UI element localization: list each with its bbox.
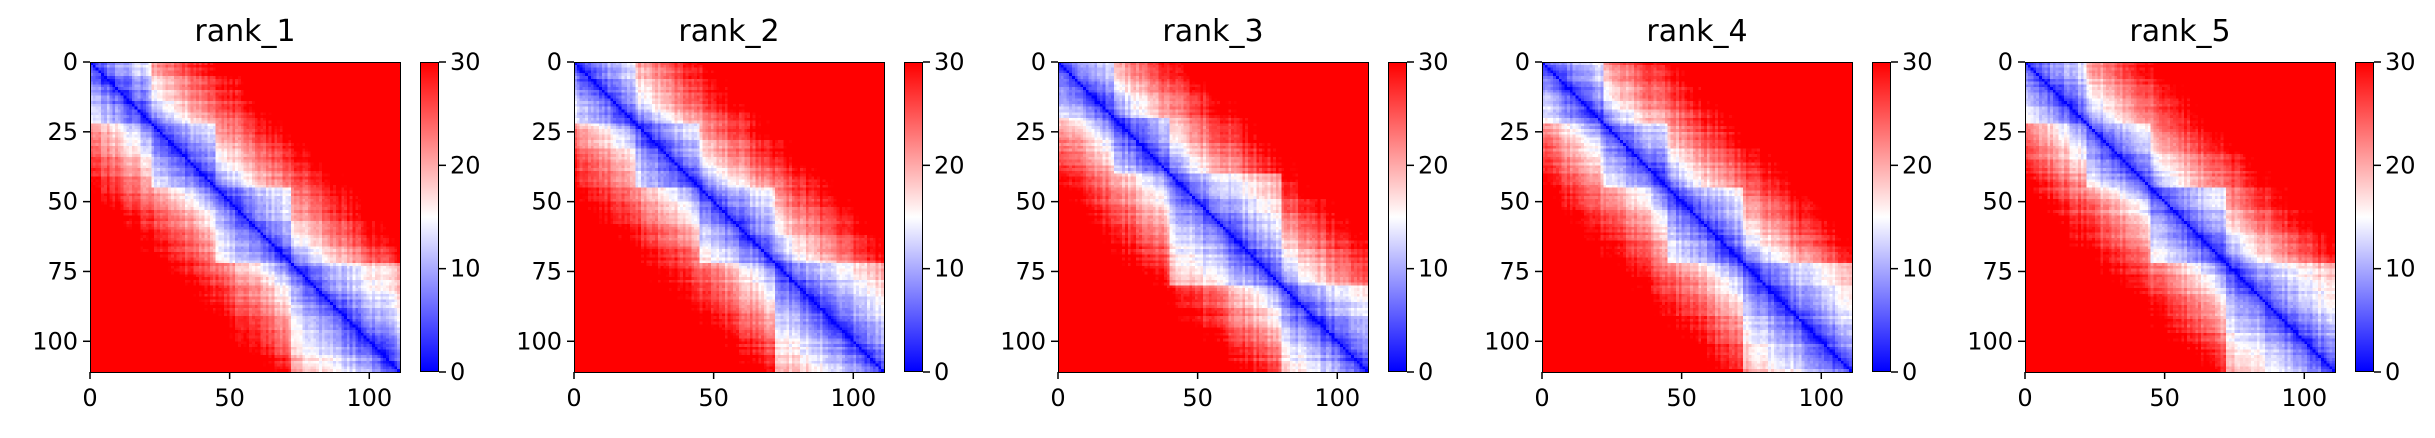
y-tick-label: 25 xyxy=(47,118,78,146)
axes-ticks: 0 50 100 0 25 50 75 100 0 10 20 30 xyxy=(516,48,965,412)
y-tick-label: 100 xyxy=(516,327,562,355)
colorbar xyxy=(1388,62,1407,372)
colorbar-tick-label: 30 xyxy=(450,48,481,76)
colorbar xyxy=(904,62,923,372)
colorbar xyxy=(420,62,439,372)
y-tick-label: 75 xyxy=(1499,257,1530,285)
panel-title: rank_3 xyxy=(1162,14,1264,49)
panel-rank-3: rank_3 0 50 100 0 25 50 75 100 0 10 20 30 xyxy=(968,0,1455,438)
colorbar-tick-label: 10 xyxy=(1418,255,1449,283)
panel-rank-4: rank_4 0 50 100 0 25 50 75 100 0 10 20 30 xyxy=(1452,0,1939,438)
y-tick-label: 25 xyxy=(1015,118,1046,146)
panel-title: rank_1 xyxy=(194,14,296,49)
x-tick-label: 0 xyxy=(566,384,581,412)
colorbar-tick-label: 30 xyxy=(2385,48,2416,76)
colorbar xyxy=(1872,62,1891,372)
x-tick-label: 100 xyxy=(1798,384,1844,412)
heatmap xyxy=(90,62,400,372)
colorbar-tick-label: 20 xyxy=(1902,151,1933,179)
x-tick-label: 100 xyxy=(2281,384,2327,412)
colorbar-tick-label: 0 xyxy=(1418,358,1433,386)
heatmap xyxy=(1058,62,1368,372)
y-tick-label: 0 xyxy=(1998,48,2013,76)
colorbar-tick-label: 0 xyxy=(1902,358,1917,386)
y-tick-label: 0 xyxy=(547,48,562,76)
y-tick-label: 50 xyxy=(1982,188,2013,216)
axes-ticks: 0 50 100 0 25 50 75 100 0 10 20 30 xyxy=(1000,48,1449,412)
y-tick-label: 50 xyxy=(1015,188,1046,216)
colorbar xyxy=(2355,62,2374,372)
panel-rank-5: rank_5 0 50 100 0 25 50 75 100 0 10 20 30 xyxy=(1935,0,2422,438)
x-tick-label: 0 xyxy=(82,384,97,412)
x-tick-label: 50 xyxy=(2149,384,2180,412)
y-tick-label: 50 xyxy=(47,188,78,216)
x-tick-label: 50 xyxy=(698,384,729,412)
colorbar-tick-label: 20 xyxy=(2385,151,2416,179)
panel-title: rank_2 xyxy=(678,14,780,49)
x-tick-label: 50 xyxy=(1182,384,1213,412)
colorbar-tick-label: 20 xyxy=(450,151,481,179)
x-tick-label: 0 xyxy=(2017,384,2032,412)
heatmap xyxy=(2025,62,2335,372)
x-tick-label: 0 xyxy=(1534,384,1549,412)
panel-title: rank_5 xyxy=(2129,14,2231,49)
y-tick-label: 100 xyxy=(1000,327,1046,355)
y-tick-label: 100 xyxy=(1484,327,1530,355)
x-tick-label: 50 xyxy=(214,384,245,412)
y-tick-label: 50 xyxy=(531,188,562,216)
panel-rank-2: rank_2 0 50 100 0 25 50 75 100 0 10 20 30 xyxy=(484,0,971,438)
y-tick-label: 75 xyxy=(1982,257,2013,285)
y-tick-label: 75 xyxy=(531,257,562,285)
panel-title: rank_4 xyxy=(1646,14,1748,49)
y-tick-label: 100 xyxy=(32,327,78,355)
axes-ticks: 0 50 100 0 25 50 75 100 0 10 20 30 xyxy=(1967,48,2416,412)
y-tick-label: 100 xyxy=(1967,327,2013,355)
y-tick-label: 50 xyxy=(1499,188,1530,216)
y-tick-label: 25 xyxy=(1982,118,2013,146)
x-tick-label: 0 xyxy=(1050,384,1065,412)
colorbar-tick-label: 10 xyxy=(934,255,965,283)
heatmap xyxy=(574,62,884,372)
y-tick-label: 75 xyxy=(1015,257,1046,285)
x-tick-label: 100 xyxy=(346,384,392,412)
colorbar-tick-label: 20 xyxy=(934,151,965,179)
axes-ticks: 0 50 100 0 25 50 75 100 0 10 20 30 xyxy=(32,48,481,412)
y-tick-label: 25 xyxy=(531,118,562,146)
axes-ticks: 0 50 100 0 25 50 75 100 0 10 20 30 xyxy=(1484,48,1933,412)
y-tick-label: 25 xyxy=(1499,118,1530,146)
heatmap xyxy=(1542,62,1852,372)
colorbar-tick-label: 10 xyxy=(2385,255,2416,283)
colorbar-tick-label: 30 xyxy=(934,48,965,76)
y-tick-label: 75 xyxy=(47,257,78,285)
panel-rank-1: rank_1 0 50 100 0 25 50 75 100 0 10 20 30 xyxy=(0,0,487,438)
colorbar-tick-label: 30 xyxy=(1418,48,1449,76)
colorbar-tick-label: 10 xyxy=(450,255,481,283)
x-tick-label: 100 xyxy=(830,384,876,412)
x-tick-label: 50 xyxy=(1666,384,1697,412)
colorbar-tick-label: 20 xyxy=(1418,151,1449,179)
y-tick-label: 0 xyxy=(1515,48,1530,76)
y-tick-label: 0 xyxy=(1031,48,1046,76)
colorbar-tick-label: 0 xyxy=(934,358,949,386)
colorbar-tick-label: 0 xyxy=(2385,358,2400,386)
colorbar-tick-label: 0 xyxy=(450,358,465,386)
colorbar-tick-label: 10 xyxy=(1902,255,1933,283)
colorbar-tick-label: 30 xyxy=(1902,48,1933,76)
x-tick-label: 100 xyxy=(1314,384,1360,412)
y-tick-label: 0 xyxy=(63,48,78,76)
